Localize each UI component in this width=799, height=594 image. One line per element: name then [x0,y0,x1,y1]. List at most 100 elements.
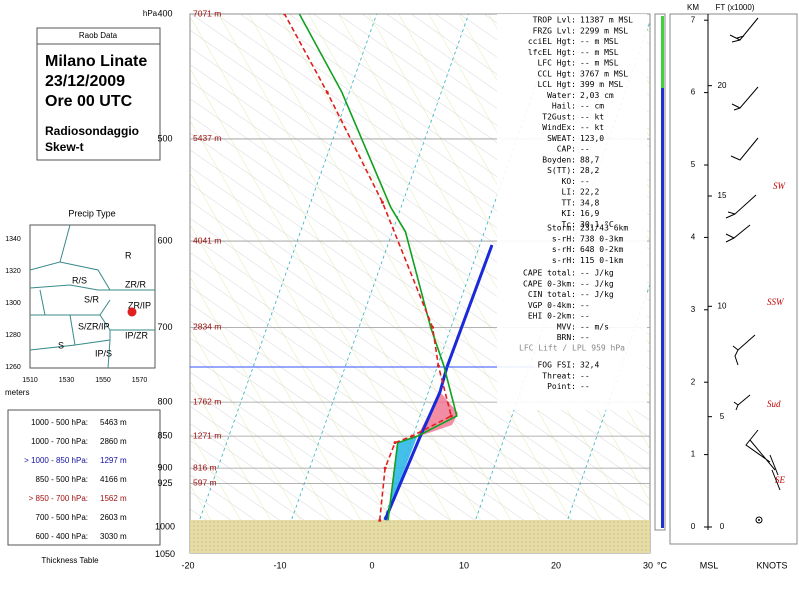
region-label: S/R [84,294,100,304]
pressure-label: 925 [157,478,172,488]
station: Milano Linate [45,53,147,70]
km-title: KM [687,3,699,12]
dewpoint-line [283,14,453,521]
thickness-box [7,409,161,546]
index-value: 88,7 [580,155,599,164]
index-label: MVV: [557,322,576,331]
index-label: CIN total: [528,290,576,299]
pressure-label: 850 [157,430,172,440]
temp-label: 30 [643,560,653,570]
index-label: LI: [562,188,576,197]
km-label: 0 [691,522,696,531]
pressure-label: 1000 [155,521,175,531]
index-label: LCL Hgt: [537,80,576,89]
index-label: Tc: [562,220,576,229]
line1: Radiosondaggio [45,124,139,138]
dewpoint-point [393,441,397,445]
pressure-unit: hPa [143,9,158,18]
height-label: 7071 m [193,8,221,18]
index-label: Boyden: [542,155,576,164]
pressure-label: 600 [157,235,172,245]
dewpoint-point [325,90,329,94]
region-label: R [125,250,132,260]
pressure-label: 1050 [155,549,175,559]
index-label: T2Gust: [542,112,576,121]
index-value: 115 0-1km [580,256,624,265]
ft-label: 0 [720,522,725,531]
ft-label: 15 [718,191,727,200]
index-value: -- cm [580,102,604,111]
thickness-label: 1000 - 700 hPa: [31,437,88,446]
thickness-label: 850 - 500 hPa: [36,475,88,484]
index-value: -- m MSL [580,37,619,46]
km-label: 7 [691,15,696,24]
moist-bar [661,88,664,528]
thickness-value: 2603 m [100,513,127,522]
wind-label: SW [773,181,787,191]
index-label: CAP: [557,145,576,154]
thickness-label: > 1000 - 850 hPa: [24,456,88,465]
temp-label: 20 [551,560,561,570]
km-label: 4 [691,233,696,242]
precip-title: Precip Type [68,208,115,218]
pressure-label: 500 [157,133,172,143]
km-label: 5 [691,160,696,169]
dewpoint-point [380,200,384,204]
pressure-label: 900 [157,462,172,472]
index-value: -- m MSL [580,48,619,57]
height-label: 2834 m [193,322,221,332]
temp-label: -20 [181,560,194,570]
index-value: -- [580,382,590,391]
index-value: 231/43 6km [580,224,628,233]
height-label: 1271 m [193,430,221,440]
header-box [36,27,161,161]
index-value: -- m/s [580,322,609,331]
ground [190,520,650,553]
height-label: 1762 m [193,396,221,406]
wind-label: SSW [767,297,785,307]
index-value: 3767 m MSL [580,69,628,78]
dewpoint-point [410,434,414,438]
index-value: 648 0-2km [580,245,624,254]
wind-label: SE [775,475,786,485]
index-value: -- [580,177,590,186]
frzg-bar [661,16,664,88]
wind-label: Sud [767,399,781,409]
region-label: S [58,340,64,350]
index-label: EHI 0-2km: [528,312,576,321]
temp-label: 10 [459,560,469,570]
wind-column [669,13,798,545]
index-label: KO: [562,177,576,186]
index-label: Hail: [552,102,576,111]
index-value: 32,4 [580,361,599,370]
precip-x-label: 1570 [132,377,148,384]
index-value: 30,1 °C [580,220,614,229]
index-label: CAPE 0-3km: [523,279,576,288]
index-label: S(TT): [547,166,576,175]
region-label: ZR/IP [128,300,151,310]
index-value: 399 m MSL [580,80,624,89]
precip-x-label: 1550 [95,377,111,384]
dewpoint-point [431,325,435,329]
ft-label: 5 [720,412,725,421]
index-label: LFC Hgt: [537,59,576,68]
region-label: IP/S [95,348,112,358]
precip-y-label: 1300 [5,300,21,307]
index-label: FOG FSI: [537,361,576,370]
ft-label: 20 [718,81,727,90]
thickness-label: 600 - 400 hPa: [36,532,88,541]
index-label: Threat: [542,371,576,380]
dewpoint-point [449,414,453,418]
index-label: TROP Lvl: [533,16,576,25]
box-title: Raob Data [79,31,118,40]
wind-barbs [725,17,781,491]
precip-y-label: 1260 [5,364,21,371]
index-label: CAPE total: [523,269,576,278]
index-value: -- J/kg [580,279,614,288]
index-value: 2,03 cm [580,91,614,100]
index-value: 28,2 [580,166,599,175]
index-value: 34,8 [580,198,599,207]
index-label: lfcEL Hgt: [528,48,576,57]
height-label: 816 m [193,462,217,472]
index-value: -- J/kg [580,269,614,278]
